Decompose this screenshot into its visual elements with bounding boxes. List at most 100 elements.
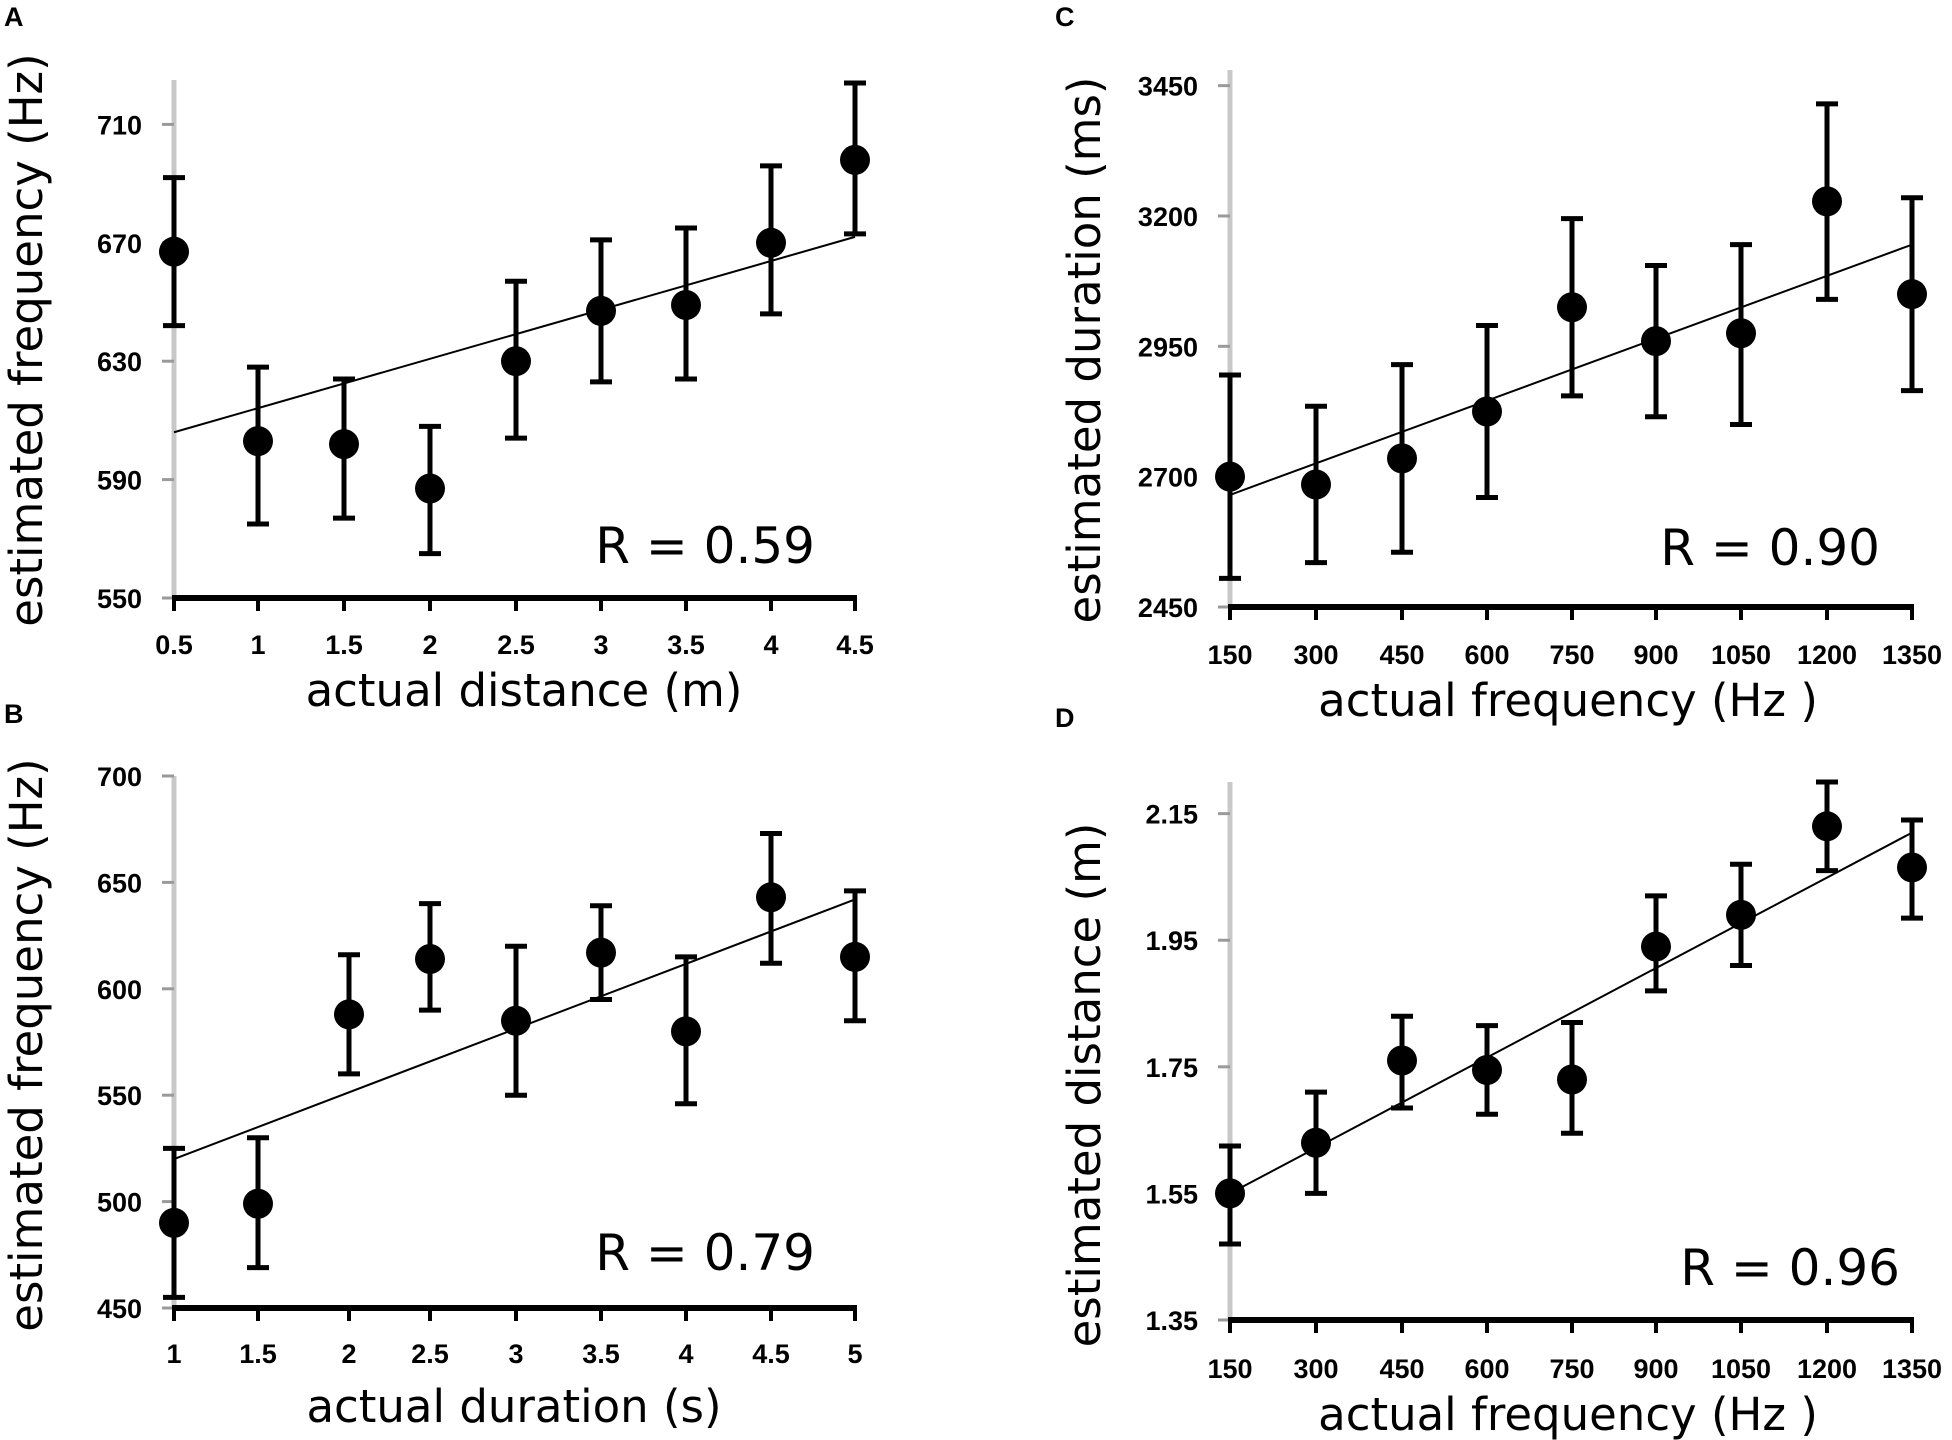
- data-point: [1897, 279, 1927, 310]
- y-tick-label: 3450: [1138, 72, 1198, 102]
- data-point: [1215, 461, 1245, 492]
- y-tick-label: 550: [97, 584, 142, 614]
- y-tick-label: 1.95: [1145, 926, 1198, 956]
- data-point: [1726, 318, 1756, 349]
- x-tick-label: 300: [1293, 640, 1338, 670]
- data-point: [1897, 852, 1927, 883]
- data-point: [586, 295, 616, 326]
- data-point: [501, 346, 531, 377]
- x-tick-label: 300: [1293, 1354, 1338, 1384]
- x-tick-label: 1050: [1711, 640, 1771, 670]
- x-tick-label: 1350: [1882, 1354, 1942, 1384]
- correlation-label: R = 0.90: [1660, 519, 1880, 577]
- data-point: [1812, 811, 1842, 842]
- x-tick-label: 2: [422, 630, 437, 660]
- x-tick-label: 150: [1207, 1354, 1252, 1384]
- y-tick-label: 1.75: [1145, 1053, 1198, 1083]
- y-tick-label: 700: [97, 762, 142, 792]
- y-tick-label: 3200: [1138, 202, 1198, 232]
- panel-label: D: [1055, 703, 1075, 733]
- data-point: [334, 999, 364, 1030]
- data-point: [501, 1005, 531, 1036]
- x-tick-label: 4.5: [836, 630, 874, 660]
- x-tick-label: 3.5: [582, 1339, 620, 1369]
- y-axis-title: estimated distance (m): [1058, 823, 1111, 1348]
- x-tick-label: 4: [763, 630, 778, 660]
- y-tick-label: 600: [97, 975, 142, 1005]
- y-tick-label: 2450: [1138, 593, 1198, 623]
- x-axis-title: actual distance (m): [306, 664, 743, 717]
- x-tick-label: 1: [250, 630, 265, 660]
- x-tick-label: 600: [1464, 640, 1509, 670]
- panel-label: B: [4, 699, 24, 729]
- x-tick-label: 150: [1207, 640, 1252, 670]
- x-tick-label: 0.5: [155, 630, 193, 660]
- x-tick-label: 5: [847, 1339, 862, 1369]
- data-point: [671, 1016, 701, 1047]
- y-tick-label: 670: [97, 229, 142, 259]
- data-point: [1812, 186, 1842, 217]
- y-tick-label: 450: [97, 1294, 142, 1324]
- x-tick-label: 1: [166, 1339, 181, 1369]
- correlation-label: R = 0.79: [595, 1224, 815, 1282]
- data-point: [1557, 292, 1587, 323]
- correlation-label: R = 0.59: [595, 517, 815, 575]
- panel-c: C 2450 2700 2950 3200 3450 150 300 450 600 750 900 1…: [1055, 2, 1942, 727]
- data-point: [756, 882, 786, 913]
- y-axis-title: estimated frequency (Hz): [0, 758, 53, 1331]
- panel-label: C: [1055, 2, 1075, 32]
- x-tick-label: 2: [341, 1339, 356, 1369]
- correlation-label: R = 0.96: [1680, 1239, 1900, 1297]
- x-tick-label: 3: [593, 630, 608, 660]
- y-axis-title: estimated duration (ms): [1058, 77, 1111, 624]
- x-tick-label: 900: [1633, 1354, 1678, 1384]
- data-point: [415, 944, 445, 975]
- data-point: [840, 144, 870, 175]
- x-tick-label: 750: [1549, 640, 1594, 670]
- x-tick-label: 3.5: [667, 630, 705, 660]
- x-tick-label: 1050: [1711, 1354, 1771, 1384]
- data-point: [1472, 396, 1502, 427]
- data-point: [840, 941, 870, 972]
- data-point: [1387, 443, 1417, 474]
- x-tick-label: 4.5: [752, 1339, 790, 1369]
- x-axis-title: actual frequency (Hz ): [1318, 674, 1818, 727]
- data-point: [415, 473, 445, 504]
- data-point: [159, 236, 189, 267]
- x-tick-label: 1200: [1797, 1354, 1857, 1384]
- data-point: [671, 289, 701, 320]
- y-tick-label: 500: [97, 1188, 142, 1218]
- x-tick-label: 750: [1549, 1354, 1594, 1384]
- data-point: [756, 227, 786, 258]
- data-point: [1557, 1064, 1587, 1095]
- data-point: [243, 426, 273, 457]
- data-point: [1215, 1178, 1245, 1209]
- x-axis-title: actual duration (s): [306, 1380, 721, 1433]
- panel-label: A: [4, 2, 24, 32]
- panel-a: A 550 590 630 670 710 0.5 1 1.5 2 2.5 3 3.5 4 4.5 estim…: [0, 2, 874, 717]
- data-point: [329, 429, 359, 460]
- x-tick-label: 450: [1379, 1354, 1424, 1384]
- y-tick-label: 2.15: [1145, 800, 1198, 830]
- data-point: [1726, 899, 1756, 930]
- x-tick-label: 2.5: [497, 630, 535, 660]
- data-point: [586, 937, 616, 968]
- y-tick-label: 1.35: [1145, 1306, 1198, 1336]
- x-tick-label: 600: [1464, 1354, 1509, 1384]
- trend-line: [1229, 831, 1913, 1195]
- data-point: [1301, 469, 1331, 500]
- x-tick-label: 1.5: [239, 1339, 277, 1369]
- data-point: [1641, 931, 1671, 962]
- x-tick-label: 1200: [1797, 640, 1857, 670]
- data-point: [243, 1188, 273, 1219]
- panel-b: B 450 500 550 600 650 700 1 1.5 2 2.5 3 3.5 4 4.5 5 esti…: [0, 699, 870, 1433]
- panel-d: D 1.35 1.55 1.75 1.95 2.15 150 300 450 600 750 900 1…: [1055, 703, 1942, 1440]
- x-axis-title: actual frequency (Hz ): [1318, 1388, 1818, 1440]
- y-tick-label: 710: [97, 110, 142, 140]
- data-point: [1387, 1045, 1417, 1076]
- y-axis-title: estimated frequency (Hz): [0, 53, 53, 626]
- data-point: [159, 1207, 189, 1238]
- y-tick-label: 2700: [1138, 463, 1198, 493]
- y-tick-label: 650: [97, 868, 142, 898]
